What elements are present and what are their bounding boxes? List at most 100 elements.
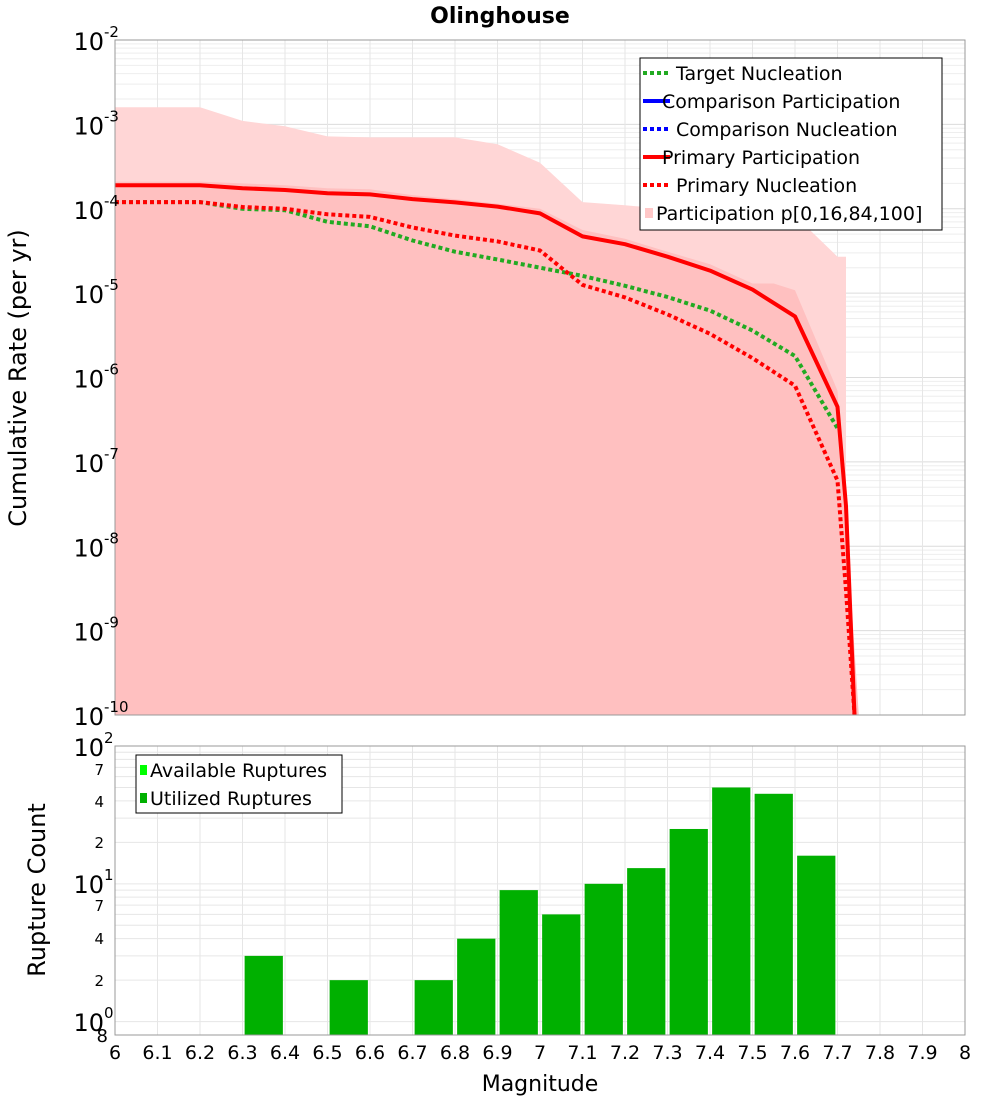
bottom-y-tick-base: 8	[97, 1026, 108, 1047]
top-y-tick-labels: 10-210-310-410-510-610-710-810-910-10	[73, 23, 128, 731]
top-y-tick-base: 10	[73, 703, 104, 731]
top-y-tick-base: 10	[73, 197, 104, 225]
top-y-tick: 10 -8	[73, 529, 119, 562]
legend-label: Target Nucleation	[675, 63, 843, 85]
bottom-y-tick-minor: 2	[94, 834, 104, 852]
bottom-y-tick-exponent: 0	[104, 1004, 114, 1022]
top-y-tick: 10 -7	[73, 445, 119, 478]
participation-band-inner	[115, 181, 859, 716]
bottom-legend-item: Available Ruptures	[140, 760, 327, 782]
top-plot-border	[114, 39, 966, 716]
top-legend-item: Comparison Nucleation	[643, 119, 898, 141]
top-y-tick: 10 -5	[73, 276, 119, 309]
rupture-bar	[584, 883, 623, 1035]
legend-label: Comparison Nucleation	[676, 119, 898, 141]
bottom-legend-box	[135, 754, 343, 814]
bottom-y-tick: 10 0	[73, 1004, 113, 1037]
legend-label: Utilized Ruptures	[150, 788, 312, 810]
top-legend: Target Nucleation Comparison Participatio…	[639, 57, 943, 231]
bottom-y-tick-base: 10	[73, 871, 104, 899]
legend-swatch	[140, 793, 147, 803]
top-y-axis-label: Cumulative Rate (per yr)	[4, 229, 32, 527]
top-y-tick: 10 -2	[73, 23, 119, 56]
rupture-bar	[669, 828, 708, 1035]
rupture-bar	[499, 890, 538, 1035]
series-line-primary-participation	[115, 183, 857, 716]
top-y-tick-exponent: -4	[104, 192, 119, 210]
top-legend-box	[639, 57, 943, 231]
top-legend-item: Primary Nucleation	[643, 175, 857, 197]
top-y-tick-base: 10	[73, 112, 104, 140]
top-y-tick: 10 -4	[73, 192, 119, 225]
bottom-y-tick: 4	[94, 793, 104, 811]
legend-label: Primary Nucleation	[676, 175, 857, 197]
rupture-bar	[244, 955, 283, 1035]
legend-label: Participation p[0,16,84,100]	[656, 203, 922, 225]
top-y-tick-exponent: -6	[104, 361, 119, 379]
top-y-tick-base: 10	[73, 450, 104, 478]
top-y-tick-base: 10	[73, 366, 104, 394]
legend-label: Comparison Participation	[662, 91, 900, 113]
bottom-y-tick-minor: 7	[94, 897, 104, 915]
top-y-tick-exponent: -3	[104, 107, 119, 125]
bottom-y-tick-exponent: 1	[104, 866, 114, 884]
chart-title: Olinghouse	[430, 4, 570, 29]
x-tick-label: 6.4	[270, 1042, 300, 1064]
top-y-tick-exponent: -2	[104, 23, 119, 41]
top-series-lines	[115, 183, 857, 716]
bottom-y-tick: 8	[97, 1026, 108, 1047]
x-tick-label: 6.2	[185, 1042, 215, 1064]
bottom-y-tick: 10 2	[73, 729, 113, 762]
top-y-tick-exponent: -5	[104, 276, 119, 294]
bottom-y-axis-label: Rupture Count	[23, 803, 51, 977]
rupture-bar	[712, 787, 751, 1035]
x-tick-labels: 6 6.1 6.2 6.3 6.4 6.5 6.6 6.7 6.8 6.9 7 7.1 7.2 7.3 7.…	[109, 1042, 971, 1064]
rupture-bar	[457, 938, 496, 1035]
bottom-y-tick-minor: 4	[94, 930, 104, 948]
x-tick-label: 6.6	[355, 1042, 385, 1064]
x-tick-label: 6.9	[482, 1042, 512, 1064]
bottom-y-tick: 2	[94, 834, 104, 852]
rupture-bar	[754, 793, 793, 1035]
x-tick-label: 7.5	[737, 1042, 767, 1064]
top-y-tick-exponent: -7	[104, 445, 119, 463]
top-y-tick-exponent: -8	[104, 529, 119, 547]
bottom-bars	[244, 787, 836, 1035]
x-tick-label: 7.6	[780, 1042, 810, 1064]
bottom-legend-items: Available Ruptures Utilized Ruptures	[140, 760, 327, 810]
bottom-plot-border	[114, 745, 966, 1036]
x-tick-label: 7.7	[822, 1042, 852, 1064]
top-legend-item: Participation p[0,16,84,100]	[645, 203, 922, 225]
top-legend-item: Target Nucleation	[643, 63, 843, 85]
top-y-tick-exponent: -10	[104, 698, 129, 716]
rupture-bar	[542, 914, 581, 1035]
top-y-tick-base: 10	[73, 281, 104, 309]
top-y-tick-base: 10	[73, 534, 104, 562]
bottom-y-tick-base: 10	[73, 1009, 104, 1037]
x-tick-label: 6.5	[312, 1042, 342, 1064]
bottom-y-tick-minor: 7	[94, 761, 104, 779]
x-tick-label: 6.3	[227, 1042, 257, 1064]
x-tick-label: 7.2	[610, 1042, 640, 1064]
x-tick-label: 6	[109, 1042, 121, 1064]
top-y-tick: 10 -10	[73, 698, 128, 731]
bottom-y-tick-base: 10	[73, 734, 104, 762]
x-tick-label: 7.3	[652, 1042, 682, 1064]
bottom-y-tick-minor: 4	[94, 793, 104, 811]
top-y-tick-base: 10	[73, 619, 104, 647]
rupture-bar	[329, 980, 368, 1035]
x-tick-label: 8	[959, 1042, 971, 1064]
x-tick-label: 7.1	[567, 1042, 597, 1064]
top-y-tick: 10 -6	[73, 361, 119, 394]
x-tick-label: 6.8	[440, 1042, 470, 1064]
bottom-legend: Available Ruptures Utilized Ruptures	[135, 754, 343, 814]
rupture-bar	[414, 980, 453, 1035]
legend-swatch	[140, 765, 147, 775]
x-tick-label: 7.9	[907, 1042, 937, 1064]
rupture-bar	[797, 855, 836, 1035]
top-legend-item: Comparison Participation	[643, 91, 900, 113]
legend-swatch	[645, 208, 653, 218]
